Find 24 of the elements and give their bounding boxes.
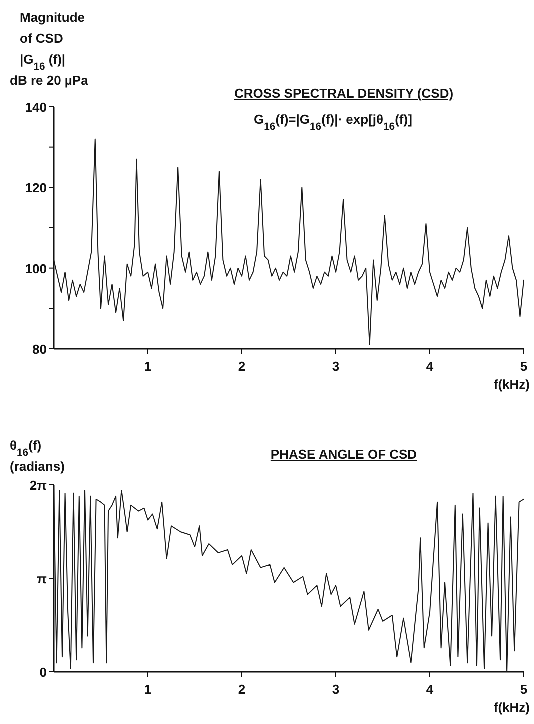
y-tick-label: 0: [40, 665, 47, 680]
y-axis-title: θ$_{16}$(f) (radians): [10, 438, 65, 474]
x-tick-label: 3: [332, 359, 340, 374]
x-tick-label: 5: [520, 682, 528, 697]
x-tick-label: 1: [144, 359, 152, 374]
x-tick-label: 2: [238, 359, 246, 374]
y-tick-label: π: [37, 572, 48, 586]
y-tick-label: 140: [25, 100, 47, 115]
x-axis-title: f(kHz): [494, 700, 530, 715]
y-tick-label: 100: [25, 261, 47, 276]
x-tick-label: 1: [144, 682, 152, 697]
y-tick-label: 2π: [30, 478, 48, 493]
text: G$_{16}$(f)=|G$_{16}$(f)|· exp[jθ$_{16}$(f)]: [254, 112, 412, 132]
chart-title: CROSS SPECTRAL DENSITY (CSD): [234, 86, 454, 101]
x-tick-label: 5: [520, 359, 528, 374]
x-tick-label: 4: [426, 359, 434, 374]
x-tick-label: 2: [238, 682, 246, 697]
y-tick-label: 80: [32, 342, 47, 357]
x-tick-label: 4: [426, 682, 434, 697]
y-tick-label: 120: [25, 180, 47, 196]
chart-title: PHASE ANGLE OF CSD: [270, 447, 418, 462]
x-tick-label: 3: [332, 682, 340, 697]
y-axis-title: Magnitude of CSD |G$_{16}$ (f)| dB re 20 µPa: [10, 10, 90, 88]
x-axis-title: f(kHz): [494, 377, 530, 392]
